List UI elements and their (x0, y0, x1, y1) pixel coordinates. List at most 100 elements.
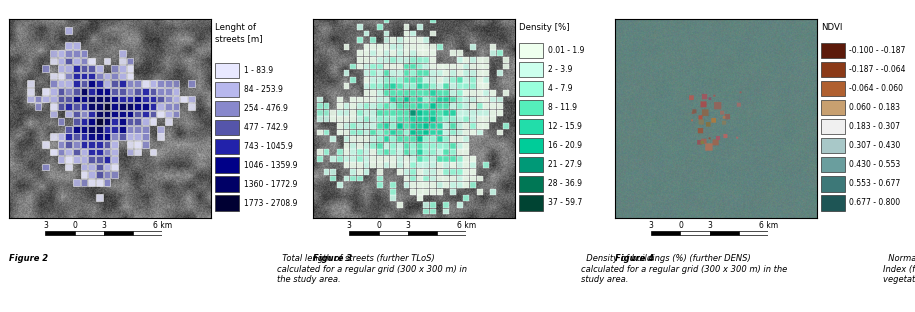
Bar (65, 58, 72, 64)
Bar (371, 123, 376, 129)
Bar (390, 136, 396, 142)
Bar (470, 70, 476, 76)
Bar (135, 80, 141, 87)
Bar (424, 129, 429, 135)
Bar (157, 95, 164, 102)
Bar (397, 149, 403, 155)
Bar (457, 70, 463, 76)
Bar (519, 138, 544, 154)
Bar (81, 73, 87, 80)
Bar (363, 129, 370, 135)
Bar (404, 129, 409, 135)
Bar (317, 156, 323, 162)
Bar (457, 129, 463, 135)
Bar (35, 95, 41, 102)
Bar (457, 64, 463, 70)
Bar (42, 141, 49, 148)
Bar (430, 110, 436, 115)
Bar (357, 143, 362, 149)
Bar (430, 182, 436, 188)
Bar (357, 149, 362, 155)
Bar (417, 83, 423, 89)
Bar (371, 129, 376, 135)
Bar (424, 90, 429, 96)
Bar (483, 83, 490, 89)
Bar (363, 110, 370, 115)
Text: Normalized Difference Vegetation
Index (further NDVI) as an indicator of
vegetat: Normalized Difference Vegetation Index (… (883, 254, 915, 284)
Text: 84 - 253.9: 84 - 253.9 (243, 85, 283, 94)
Bar (436, 110, 443, 115)
Bar (350, 163, 356, 168)
Bar (404, 116, 409, 122)
Bar (371, 103, 376, 109)
Bar (363, 51, 370, 56)
Bar (65, 27, 72, 34)
Bar (96, 149, 102, 155)
Bar (126, 58, 134, 64)
Bar (444, 169, 449, 175)
Text: 0.060 - 0.183: 0.060 - 0.183 (849, 103, 900, 112)
Text: -0.064 - 0.060: -0.064 - 0.060 (849, 84, 903, 93)
Bar (390, 163, 396, 168)
Bar (477, 77, 482, 83)
Bar (390, 77, 396, 83)
Bar (65, 95, 72, 102)
Bar (390, 97, 396, 102)
Bar (377, 44, 382, 50)
Bar (410, 90, 416, 96)
Bar (377, 116, 382, 122)
Bar (821, 176, 845, 192)
Bar (436, 97, 443, 102)
Bar (444, 129, 449, 135)
Bar (65, 156, 72, 163)
Bar (424, 202, 429, 208)
Bar (430, 189, 436, 195)
Bar (450, 189, 456, 195)
Bar (410, 189, 416, 195)
Bar (112, 88, 118, 95)
Bar (450, 103, 456, 109)
Bar (96, 88, 102, 95)
Bar (135, 126, 141, 133)
Bar (103, 118, 111, 125)
Bar (135, 111, 141, 117)
Bar (436, 70, 443, 76)
Bar (215, 82, 240, 97)
Bar (42, 164, 49, 170)
Bar (103, 58, 111, 64)
Bar (81, 50, 87, 57)
Bar (457, 77, 463, 83)
Bar (142, 80, 148, 87)
Bar (96, 65, 102, 72)
Bar (397, 156, 403, 162)
Text: 0.01 - 1.9: 0.01 - 1.9 (547, 46, 584, 55)
Bar (383, 57, 390, 63)
Bar (88, 179, 95, 186)
Bar (444, 182, 449, 188)
Bar (27, 95, 34, 102)
Bar (424, 156, 429, 162)
Bar (88, 141, 95, 148)
Bar (357, 97, 362, 102)
Bar (103, 156, 111, 163)
Bar (215, 177, 240, 192)
Bar (397, 44, 403, 50)
Bar (126, 88, 134, 95)
Bar (135, 134, 141, 140)
Text: 6 km: 6 km (153, 221, 172, 230)
Bar (50, 103, 57, 110)
Bar (404, 182, 409, 188)
Bar (324, 129, 329, 135)
Bar (430, 31, 436, 37)
Bar (73, 95, 80, 102)
Bar (383, 70, 390, 76)
Bar (103, 111, 111, 117)
Bar (142, 118, 148, 125)
Bar (450, 90, 456, 96)
Bar (88, 65, 95, 72)
Bar (430, 116, 436, 122)
Bar (377, 103, 382, 109)
Bar (483, 123, 490, 129)
Bar (404, 103, 409, 109)
Bar (377, 57, 382, 63)
